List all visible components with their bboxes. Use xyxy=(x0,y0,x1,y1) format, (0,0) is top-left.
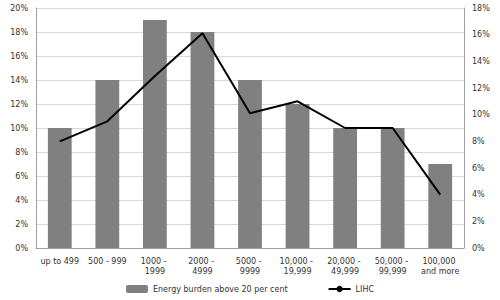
svg-text:4%: 4% xyxy=(472,190,485,199)
svg-text:8%: 8% xyxy=(472,137,485,146)
svg-text:6%: 6% xyxy=(472,164,485,173)
svg-text:1999: 1999 xyxy=(145,267,165,276)
svg-text:5000 -: 5000 - xyxy=(236,257,264,266)
svg-text:49,999: 49,999 xyxy=(331,267,359,276)
svg-text:0%: 0% xyxy=(472,244,485,253)
svg-text:100,000: 100,000 xyxy=(422,257,458,266)
svg-text:8%: 8% xyxy=(15,148,28,157)
svg-text:6%: 6% xyxy=(15,172,28,181)
svg-text:20,000 -: 20,000 - xyxy=(327,257,363,266)
svg-text:12%: 12% xyxy=(472,84,490,93)
svg-text:2%: 2% xyxy=(472,217,485,226)
svg-text:up to 499: up to 499 xyxy=(41,257,80,266)
svg-text:16%: 16% xyxy=(10,52,28,61)
svg-text:50,000 -: 50,000 - xyxy=(375,257,411,266)
svg-text:16%: 16% xyxy=(472,30,490,39)
svg-text:10%: 10% xyxy=(10,124,28,133)
svg-text:14%: 14% xyxy=(10,76,28,85)
svg-text:LIHC: LIHC xyxy=(356,285,375,294)
svg-text:20%: 20% xyxy=(10,4,28,13)
svg-text:99,999: 99,999 xyxy=(379,267,407,276)
svg-text:10%: 10% xyxy=(472,110,490,119)
svg-text:12%: 12% xyxy=(10,100,28,109)
svg-text:1000 -: 1000 - xyxy=(141,257,169,266)
svg-text:0%: 0% xyxy=(15,244,28,253)
svg-text:Energy burden above 20 per cen: Energy burden above 20 per cent xyxy=(153,285,288,294)
svg-text:19,999: 19,999 xyxy=(284,267,312,276)
svg-text:18%: 18% xyxy=(10,28,28,37)
svg-text:9999: 9999 xyxy=(240,267,260,276)
svg-text:2%: 2% xyxy=(15,220,28,229)
svg-text:500 - 999: 500 - 999 xyxy=(88,257,127,266)
svg-text:4%: 4% xyxy=(15,196,28,205)
svg-text:4999: 4999 xyxy=(192,267,212,276)
svg-text:10,000 -: 10,000 - xyxy=(280,257,316,266)
svg-text:2000 -: 2000 - xyxy=(188,257,216,266)
svg-text:14%: 14% xyxy=(472,57,490,66)
svg-text:18%: 18% xyxy=(472,4,490,13)
svg-text:and more: and more xyxy=(421,267,459,276)
